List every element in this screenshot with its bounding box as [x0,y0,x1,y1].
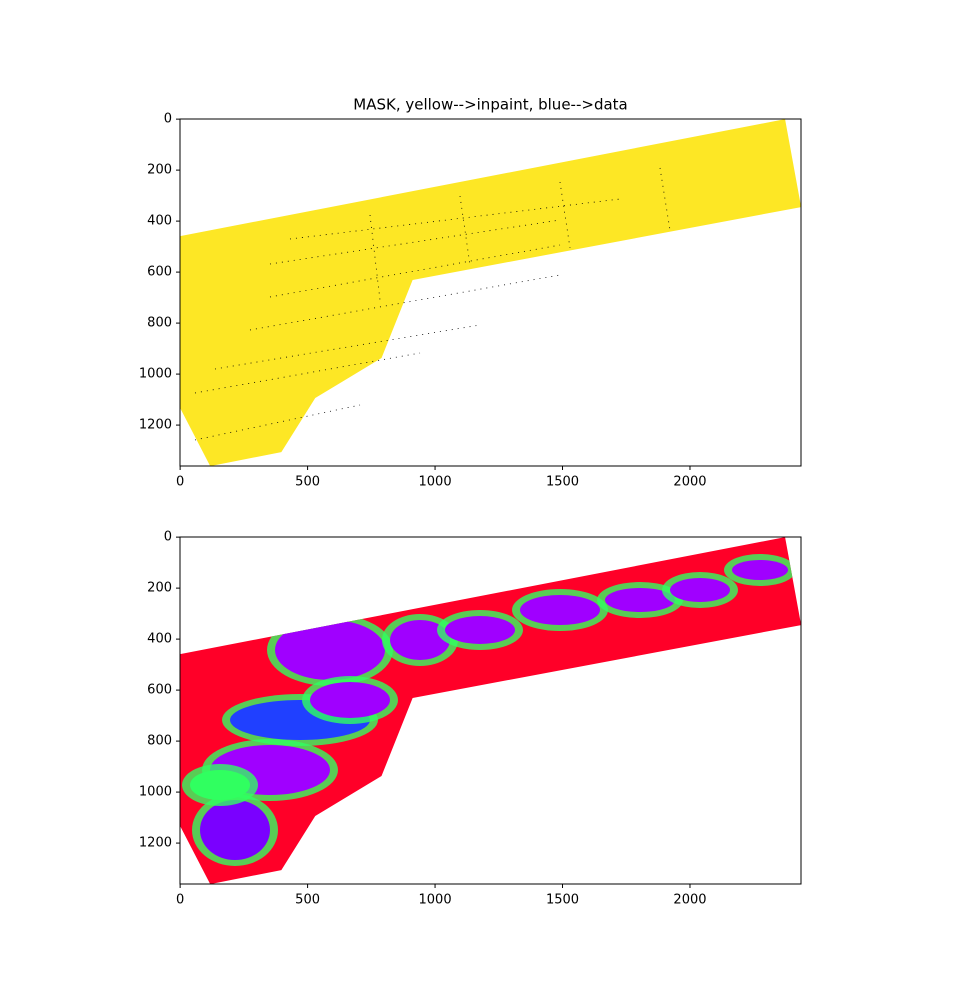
x-tick-label: 0 [176,475,184,490]
axes: MASK, yellow-->inpaint, blue-->data 0 500 1… [139,96,802,490]
image-region [180,119,802,467]
y-tick-label: 1000 [139,785,172,800]
x-tick-label: 1500 [546,893,579,908]
y-tick-label: 0 [164,530,172,545]
texture-blob [190,770,250,800]
y-tick-label: 0 [164,112,172,127]
x-tick-label: 500 [295,475,320,490]
y-tick-label: 1200 [139,418,172,433]
x-tick-label: 2000 [673,893,706,908]
axes-frame [179,118,802,467]
texture-blob [670,578,730,602]
y-tick-label: 600 [147,683,172,698]
y-tick-label: 600 [147,265,172,280]
texture-blob [200,800,270,860]
texture-blob [605,588,675,612]
mask-dots [194,404,361,441]
y-tick-label: 1200 [139,836,172,851]
y-tick-label: 200 [147,163,172,178]
inpaint-texture [182,554,796,866]
texture-blob [732,560,788,580]
y-tick-label: 200 [147,581,172,596]
texture-blob [390,620,450,660]
y-tick-label: 800 [147,316,172,331]
texture-blob [445,616,515,644]
texture-blob [520,595,600,625]
x-tick-label: 0 [176,893,184,908]
y-tick-label: 400 [147,214,172,229]
mask-dots [194,352,421,394]
axes: 0 500 1000 1500 2000 0 200 400 600 800 1000 1200 [139,530,802,908]
x-tick-label: 2000 [673,475,706,490]
x-tick-label: 500 [295,893,320,908]
x-tick-label: 1000 [419,475,452,490]
x-tick-label: 1500 [546,475,579,490]
texture-blob [275,620,385,680]
axes-frame [179,536,802,885]
image-region [180,537,802,885]
mask-dots [369,214,381,301]
texture-blob [310,682,390,718]
y-tick-label: 1000 [139,367,172,382]
y-tick-label: 400 [147,632,172,647]
y-tick-label: 800 [147,734,172,749]
x-tick-label: 1000 [419,893,452,908]
chart-title: MASK, yellow-->inpaint, blue-->data [353,96,627,114]
mask-dots [269,219,561,265]
